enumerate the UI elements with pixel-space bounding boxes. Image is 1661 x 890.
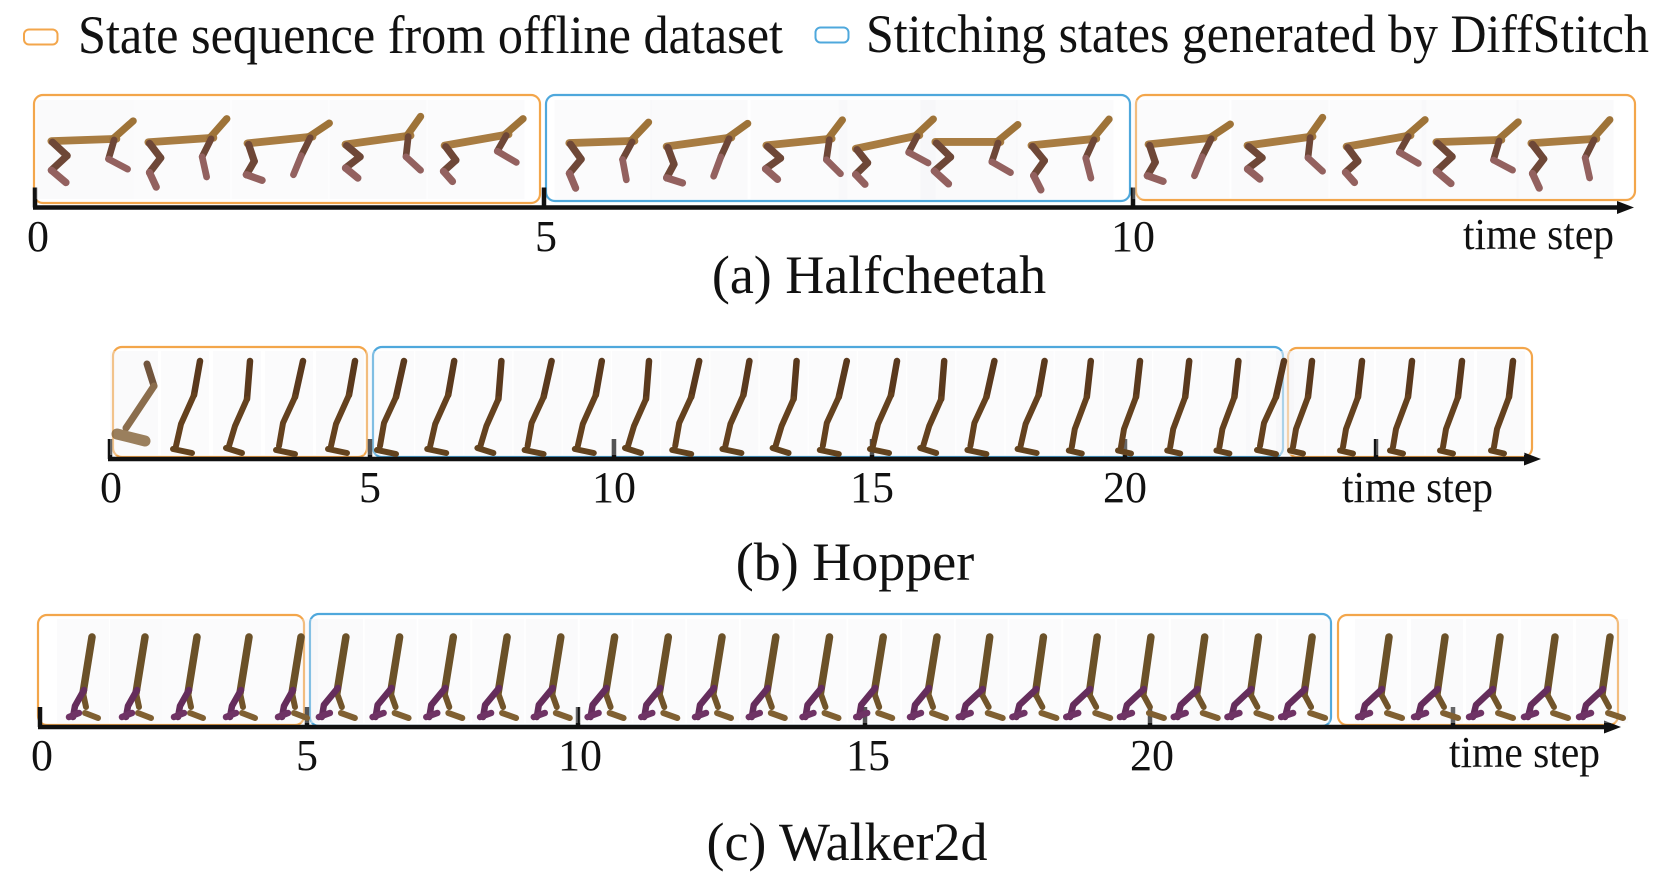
svg-text:20: 20 xyxy=(1103,463,1147,512)
svg-text:15: 15 xyxy=(846,731,890,780)
svg-text:time step: time step xyxy=(1449,728,1600,777)
svg-text:(c) Walker2d: (c) Walker2d xyxy=(706,812,987,872)
svg-text:5: 5 xyxy=(296,731,318,780)
svg-text:5: 5 xyxy=(359,463,381,512)
svg-text:Stitching states generated by: Stitching states generated by DiffStitch xyxy=(866,4,1649,64)
svg-text:10: 10 xyxy=(558,731,602,780)
svg-text:time step: time step xyxy=(1463,210,1614,259)
svg-text:0: 0 xyxy=(100,463,122,512)
svg-text:0: 0 xyxy=(27,212,49,261)
svg-text:(a) Halfcheetah: (a) Halfcheetah xyxy=(712,245,1046,305)
svg-text:10: 10 xyxy=(592,463,636,512)
svg-text:(b) Hopper: (b) Hopper xyxy=(736,532,974,592)
svg-text:10: 10 xyxy=(1111,212,1155,261)
svg-text:State sequence from offline da: State sequence from offline dataset xyxy=(78,5,783,65)
svg-text:20: 20 xyxy=(1130,731,1174,780)
svg-text:0: 0 xyxy=(31,731,53,780)
svg-text:time step: time step xyxy=(1342,463,1493,512)
svg-text:5: 5 xyxy=(535,212,557,261)
svg-text:15: 15 xyxy=(850,463,894,512)
